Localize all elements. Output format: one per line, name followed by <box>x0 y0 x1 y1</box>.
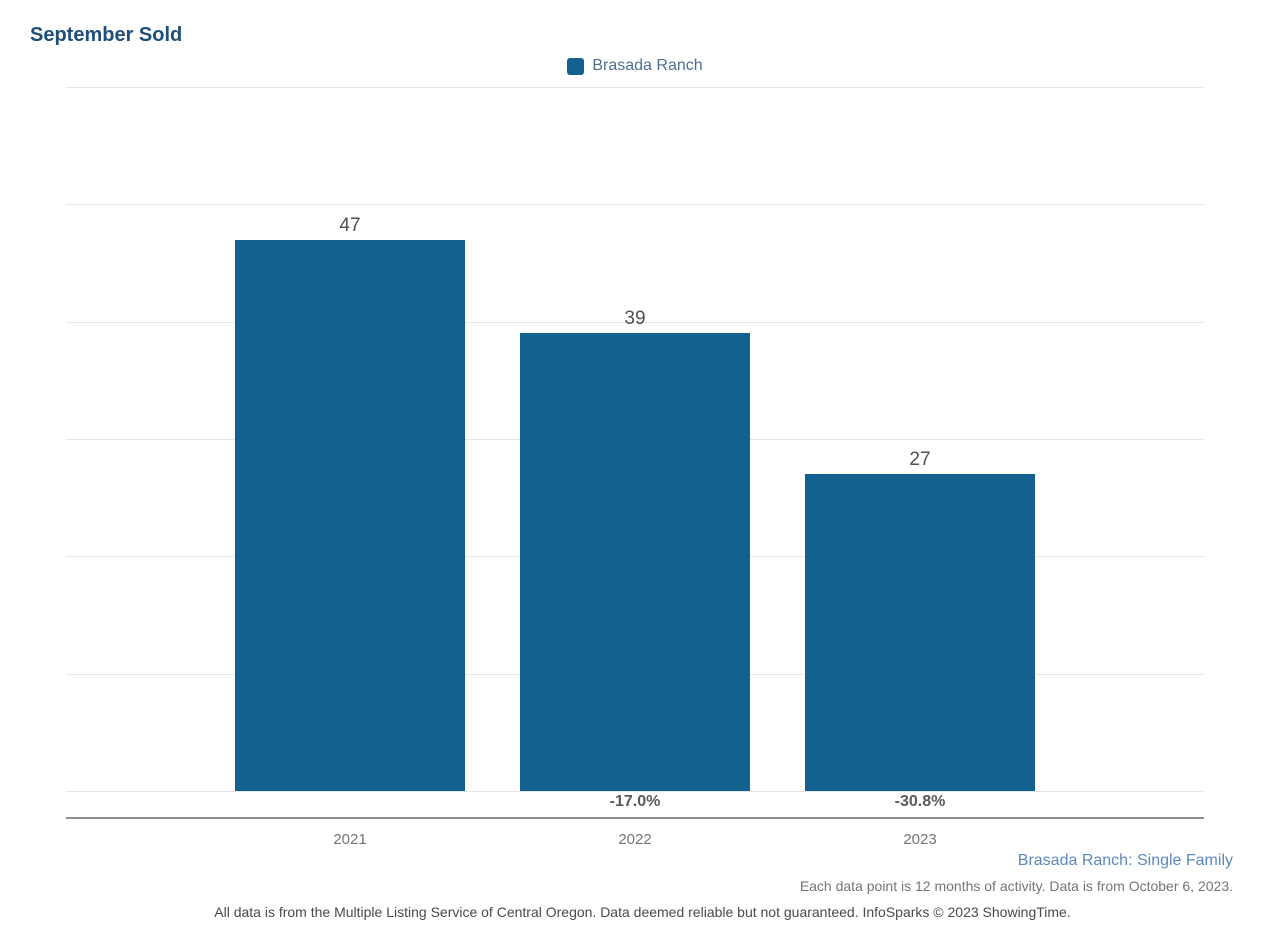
plot-area: 0102030405060473927 <box>66 87 1204 792</box>
bar-2022[interactable] <box>520 333 750 791</box>
pct-change-label: -30.8% <box>894 793 946 810</box>
legend: Brasada Ranch <box>66 57 1204 75</box>
data-note: Each data point is 12 months of activity… <box>799 878 1233 894</box>
gridline-y-0 <box>66 791 1204 792</box>
bar-2021[interactable] <box>235 240 465 791</box>
bar-value-label: 27 <box>909 449 931 470</box>
x-axis-line <box>66 817 1204 819</box>
disclaimer-text: All data is from the Multiple Listing Se… <box>214 904 1071 920</box>
gridline-y-60 <box>66 87 1204 88</box>
x-axis-tick-label: 2021 <box>333 831 367 848</box>
bar-value-label: 47 <box>339 215 361 236</box>
gridline-y-50 <box>66 204 1204 205</box>
legend-swatch-icon <box>567 57 585 75</box>
pct-change-label: -17.0% <box>609 793 661 810</box>
x-axis-tick-label: 2023 <box>903 831 937 848</box>
legend-label: Brasada Ranch <box>592 57 703 74</box>
x-axis-tick-label: 2022 <box>618 831 652 848</box>
gridline-y-40 <box>66 322 1204 323</box>
bar-2023[interactable] <box>805 474 1035 791</box>
bar-value-label: 39 <box>624 308 646 329</box>
series-note: Brasada Ranch: Single Family <box>1017 852 1233 869</box>
chart-title: September Sold <box>30 24 183 46</box>
